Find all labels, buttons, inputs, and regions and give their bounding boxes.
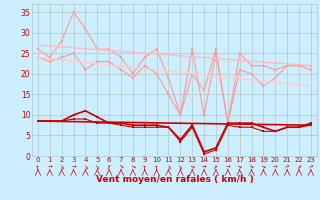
Text: →: → (284, 163, 290, 170)
Text: →: → (70, 163, 77, 170)
Text: →: → (131, 164, 135, 169)
Text: →: → (201, 163, 207, 170)
Text: →: → (46, 163, 53, 170)
Text: →: → (82, 163, 89, 170)
Text: →: → (166, 164, 171, 169)
Text: →: → (273, 164, 278, 169)
Text: →: → (260, 163, 267, 170)
Text: →: → (118, 164, 124, 169)
Text: →: → (106, 163, 112, 170)
Text: →: → (94, 163, 100, 170)
Text: →: → (214, 164, 218, 169)
Text: →: → (189, 163, 196, 170)
Text: →: → (249, 164, 254, 169)
Text: →: → (35, 163, 41, 170)
Text: →: → (178, 164, 183, 169)
X-axis label: Vent moyen/en rafales ( km/h ): Vent moyen/en rafales ( km/h ) (96, 174, 253, 184)
Text: →: → (237, 164, 242, 169)
Text: →: → (308, 164, 313, 169)
Text: →: → (297, 164, 301, 169)
Text: →: → (225, 163, 231, 170)
Text: →: → (59, 163, 65, 170)
Text: →: → (153, 163, 160, 170)
Text: →: → (142, 164, 147, 169)
